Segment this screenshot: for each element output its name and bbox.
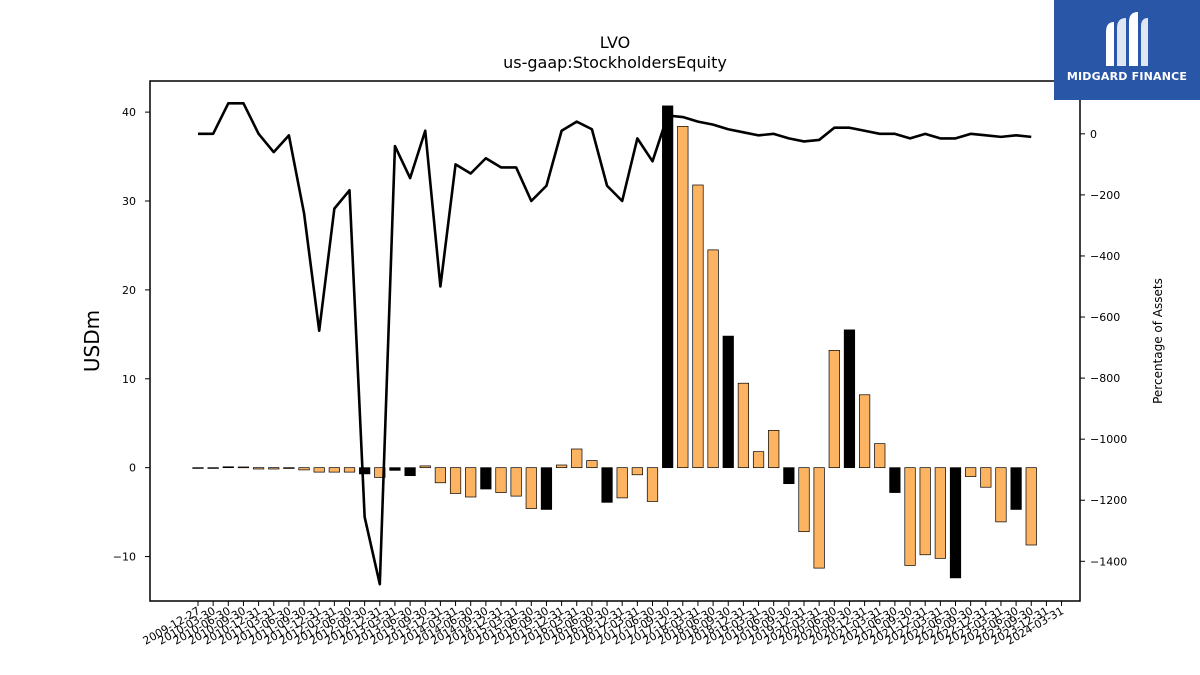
bar <box>540 467 553 510</box>
bar <box>631 467 643 476</box>
bar <box>707 249 719 469</box>
y2-tick-label: −800 <box>1090 372 1120 385</box>
left-axis-ticks: −10 0 10 20 30 40 <box>113 106 150 564</box>
bar <box>798 467 810 533</box>
bar <box>1025 467 1037 546</box>
percentage-line <box>198 101 1032 586</box>
bar <box>722 335 734 469</box>
bar <box>449 467 462 494</box>
y-tick-label: 30 <box>122 195 136 208</box>
bar <box>616 467 628 499</box>
bar <box>783 467 795 485</box>
x-axis-ticks: 2009-12-272010-03-302010-06-302010-09-30… <box>141 601 1066 648</box>
bar <box>768 429 780 469</box>
y2-tick-label: −1400 <box>1090 555 1127 568</box>
y2-axis-label: Percentage of Assets <box>1151 278 1165 404</box>
bar <box>253 467 265 470</box>
right-axis-ticks: −1400 −1200 −1000 −800 −600 −400 −200 0 <box>1080 128 1127 568</box>
bar <box>889 467 901 493</box>
bar <box>828 349 840 469</box>
y-tick-label: 40 <box>122 106 136 119</box>
bar <box>419 465 431 469</box>
y-axis-label: USDm <box>80 310 104 372</box>
bar <box>601 467 613 503</box>
bar <box>404 467 416 477</box>
y-tick-label: 20 <box>122 284 136 297</box>
bar <box>874 443 886 469</box>
bar <box>192 467 204 469</box>
bar <box>949 467 962 579</box>
bar <box>692 184 704 469</box>
bar <box>586 460 598 469</box>
y2-tick-label: −1000 <box>1090 433 1127 446</box>
bar <box>510 467 522 497</box>
bar <box>555 464 568 469</box>
bar <box>207 467 219 469</box>
bar <box>465 467 477 498</box>
bar <box>737 382 750 469</box>
midgard-logo-icon <box>1106 12 1148 66</box>
brand-name: MIDGARD FINANCE <box>1066 70 1188 83</box>
bar <box>662 105 674 469</box>
bar <box>934 467 946 559</box>
bar <box>904 467 916 566</box>
bar <box>995 467 1007 523</box>
bar <box>525 467 537 509</box>
chart-subtitle: us-gaap:StockholdersEquity <box>503 53 727 72</box>
bar <box>237 466 250 469</box>
bar <box>1010 467 1022 510</box>
bar <box>298 467 310 471</box>
bar <box>858 394 871 469</box>
brand-logo: MIDGARD FINANCE <box>1054 0 1200 100</box>
bar-series <box>192 105 1037 579</box>
y-tick-label: 10 <box>122 373 136 386</box>
bar <box>480 467 492 490</box>
bar <box>495 467 507 493</box>
bar <box>646 467 659 502</box>
bar <box>268 467 280 470</box>
bar <box>343 467 356 473</box>
bar <box>389 467 401 471</box>
y-tick-label: −10 <box>113 551 136 564</box>
bar <box>359 467 371 475</box>
bar <box>313 467 325 473</box>
y-tick-label: 0 <box>129 462 136 475</box>
bar <box>813 467 825 569</box>
bar <box>677 125 689 469</box>
y2-tick-label: −1200 <box>1090 494 1127 507</box>
bar <box>222 466 234 469</box>
bar <box>843 329 856 469</box>
y2-tick-label: 0 <box>1090 128 1097 141</box>
y2-tick-label: −600 <box>1090 311 1120 324</box>
bar <box>328 467 340 473</box>
bar <box>434 467 446 484</box>
bar <box>283 467 295 469</box>
line-series <box>198 101 1032 586</box>
plot-frame <box>149 80 1081 602</box>
chart-title: LVO <box>600 33 630 52</box>
bar <box>752 451 765 469</box>
bar <box>571 448 583 469</box>
bar <box>374 467 386 478</box>
bar <box>980 467 992 488</box>
bar <box>965 467 977 477</box>
y2-tick-label: −200 <box>1090 189 1120 202</box>
bar <box>919 467 931 556</box>
y2-tick-label: −400 <box>1090 250 1120 263</box>
